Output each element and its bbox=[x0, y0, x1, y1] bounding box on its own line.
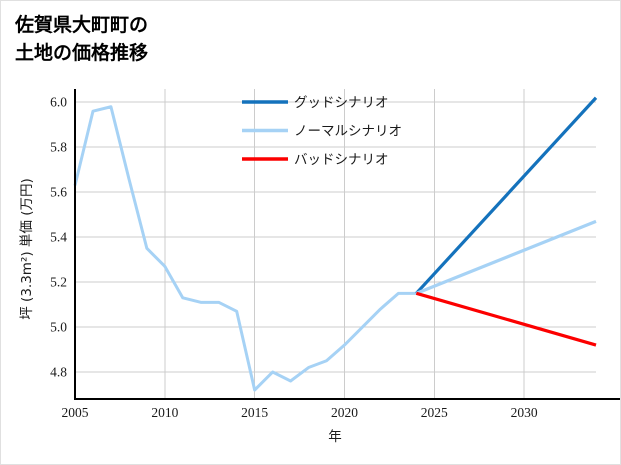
y-tick-label: 5.4 bbox=[50, 230, 67, 245]
series-line-グッドシナリオ bbox=[415, 96, 598, 295]
x-axis-tick-labels: 2005 2010 2015 2020 2025 2030 bbox=[62, 405, 538, 420]
y-tick-label: 6.0 bbox=[50, 95, 67, 110]
x-tick-label: 2010 bbox=[151, 405, 178, 420]
series-line-実績 bbox=[73, 105, 417, 392]
page-title: 佐賀県大町町の 土地の価格推移 bbox=[15, 14, 149, 64]
series-line-ノーマルシナリオ bbox=[415, 219, 597, 295]
y-axis-tick-labels: 4.8 5.0 5.2 5.4 5.6 5.8 6.0 bbox=[50, 95, 67, 380]
y-tick-label: 5.6 bbox=[50, 185, 67, 200]
y-tick-label: 4.8 bbox=[50, 365, 67, 380]
x-tick-label: 2030 bbox=[511, 405, 538, 420]
x-tick-label: 2015 bbox=[241, 405, 268, 420]
axis-spines bbox=[73, 89, 620, 401]
y-tick-label: 5.0 bbox=[50, 320, 67, 335]
x-axis-title: 年 bbox=[328, 429, 342, 445]
legend-label-2: バッドシナリオ bbox=[294, 152, 389, 168]
x-tick-label: 2005 bbox=[62, 405, 89, 420]
y-tick-label: 5.2 bbox=[50, 275, 67, 290]
x-tick-label: 2025 bbox=[421, 405, 448, 420]
y-tick-label: 5.8 bbox=[50, 140, 67, 155]
series-line-バッドシナリオ bbox=[415, 291, 597, 347]
series-lines bbox=[73, 96, 598, 392]
y-axis-title: 坪 (3.3m²) 単価 (万円) bbox=[19, 178, 35, 319]
legend-label-0: グッドシナリオ bbox=[294, 95, 389, 111]
legend-label-1: ノーマルシナリオ bbox=[294, 124, 402, 140]
y-gridlines bbox=[75, 101, 596, 373]
x-tick-label: 2020 bbox=[331, 405, 358, 420]
